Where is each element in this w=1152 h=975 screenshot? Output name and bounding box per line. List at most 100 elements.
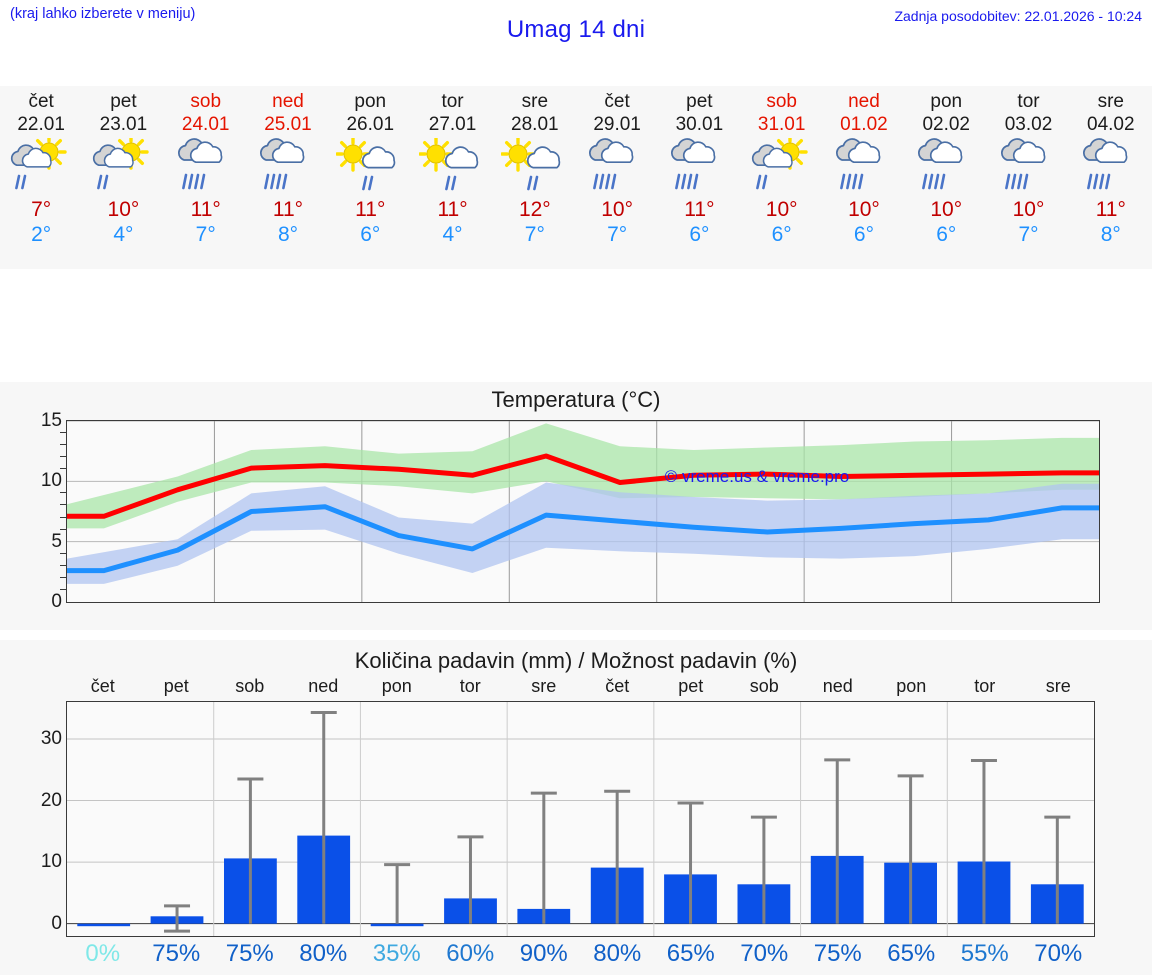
temperature-minor-tick bbox=[60, 504, 66, 506]
temperature-y-tick-label: 0 bbox=[51, 591, 62, 612]
precipitation-probability-label: 60% bbox=[446, 940, 495, 967]
watermark-text: © vreme.us & vreme.pro bbox=[665, 467, 849, 486]
temperature-minor-tick bbox=[60, 516, 66, 518]
day-column: tor 27.01 11° 4° bbox=[411, 86, 493, 269]
day-date-label: 02.02 bbox=[922, 114, 970, 135]
day-column: sob 31.01 10° 6° bbox=[741, 86, 823, 269]
temperature-minor-tick bbox=[60, 468, 66, 470]
min-temperature-label: 6° bbox=[689, 223, 710, 246]
day-of-week-label: sre bbox=[1097, 91, 1124, 112]
day-column: pon 02.02 10° 6° bbox=[905, 86, 987, 269]
precipitation-probability-label: 75% bbox=[813, 940, 862, 967]
precipitation-probability-label: 70% bbox=[740, 940, 789, 967]
day-column: tor 03.02 10° 7° bbox=[987, 86, 1069, 269]
max-temperature-label: 12° bbox=[518, 198, 551, 221]
precipitation-day-label: sob bbox=[235, 676, 265, 696]
precipitation-day-label: sre bbox=[531, 676, 557, 696]
temperature-minor-tick bbox=[60, 528, 66, 530]
min-temperature-label: 7° bbox=[524, 223, 545, 246]
temperature-y-tick-label: 15 bbox=[40, 410, 62, 431]
precipitation-error-bar bbox=[530, 791, 557, 924]
day-column: pet 30.01 11° 6° bbox=[658, 86, 740, 269]
precipitation-y-tick-label: 10 bbox=[40, 851, 62, 873]
max-temperature-label: 10° bbox=[1012, 198, 1045, 221]
temperature-minor-tick bbox=[60, 564, 66, 566]
max-temperature-label: 11° bbox=[272, 198, 304, 221]
day-of-week-label: tor bbox=[1017, 91, 1040, 112]
heavy-rain-cloud-icon bbox=[830, 138, 898, 196]
max-temperature-label: 11° bbox=[355, 198, 386, 221]
min-temperature-label: 6° bbox=[360, 223, 381, 246]
heavy-rain-cloud-icon bbox=[665, 138, 733, 196]
precipitation-error-bar bbox=[750, 815, 777, 924]
precipitation-probability-row: 0% 75% 75% 80% 35% 60% 90% 80% 65% 70% 75% 65% 55% 70… bbox=[66, 940, 1095, 974]
day-column: čet 22.01 7° 2° bbox=[0, 86, 82, 269]
max-temperature-label: 11° bbox=[684, 198, 715, 221]
day-of-week-label: pet bbox=[686, 91, 713, 112]
day-date-label: 31.01 bbox=[757, 114, 806, 135]
precipitation-probability-label: 90% bbox=[519, 940, 568, 967]
day-column: ned 01.02 10° 6° bbox=[823, 86, 905, 269]
day-of-week-label: pet bbox=[110, 91, 137, 112]
section-spacer bbox=[0, 269, 1152, 382]
temperature-line-1 bbox=[67, 504, 1099, 574]
temperature-y-tick-label: 5 bbox=[51, 530, 62, 552]
temperature-minor-tick bbox=[60, 444, 66, 446]
rain-sun-left-cloud-icon bbox=[418, 138, 487, 196]
precipitation-y-tick-label: 20 bbox=[40, 789, 62, 811]
day-of-week-label: sob bbox=[766, 91, 797, 112]
precipitation-probability-label: 35% bbox=[372, 940, 421, 967]
rain-sun-left-cloud-icon bbox=[336, 138, 404, 196]
day-date-label: 29.01 bbox=[593, 114, 641, 135]
temperature-y-tick-label: 10 bbox=[40, 470, 62, 492]
min-temperature-label: 7° bbox=[1018, 223, 1039, 246]
precipitation-day-label: čet bbox=[605, 676, 630, 696]
heavy-rain-cloud-icon bbox=[583, 138, 651, 196]
heavy-rain-cloud-icon bbox=[1077, 138, 1145, 196]
precipitation-day-label: tor bbox=[459, 676, 481, 696]
min-temperature-label: 6° bbox=[936, 223, 957, 246]
day-of-week-label: pon bbox=[354, 91, 387, 112]
precipitation-error-bar bbox=[237, 777, 264, 924]
min-temperature-label: 4° bbox=[442, 223, 463, 246]
day-column: čet 29.01 10° 7° bbox=[576, 86, 658, 269]
temperature-chart-title: Temperatura (°C) bbox=[491, 387, 661, 412]
precipitation-y-tick-label: 30 bbox=[40, 727, 62, 749]
day-column: sre 04.02 11° 8° bbox=[1070, 86, 1152, 269]
precipitation-day-labels: čet pet sob ned pon tor sre čet pet sob ned pon tor s… bbox=[66, 676, 1095, 700]
day-of-week-label: čet bbox=[28, 91, 54, 112]
day-date-label: 25.01 bbox=[264, 114, 312, 135]
temperature-minor-tick bbox=[60, 456, 66, 458]
day-of-week-label: čet bbox=[604, 91, 630, 112]
heavy-rain-cloud-icon bbox=[172, 138, 240, 196]
temperature-minor-tick bbox=[60, 492, 66, 494]
day-of-week-label: ned bbox=[272, 91, 304, 112]
day-date-label: 24.01 bbox=[181, 114, 230, 135]
temperature-plot-area: © vreme.us & vreme.pro bbox=[66, 420, 1100, 603]
min-temperature-label: 2° bbox=[31, 223, 52, 246]
day-date-label: 22.01 bbox=[17, 114, 65, 135]
precipitation-day-label: ned bbox=[822, 676, 853, 696]
precipitation-y-axis: 0 10 20 30 bbox=[18, 701, 62, 937]
max-temperature-label: 10° bbox=[107, 198, 140, 221]
temperature-minor-tick bbox=[60, 432, 66, 434]
precipitation-day-label: pon bbox=[381, 676, 412, 696]
day-column: pet 23.01 10° 4° bbox=[82, 86, 164, 269]
heavy-rain-cloud-icon bbox=[912, 138, 980, 196]
precipitation-error-bar bbox=[677, 801, 704, 924]
rain-sun-left-cloud-icon bbox=[500, 138, 569, 196]
precipitation-error-bar bbox=[1044, 815, 1071, 924]
max-temperature-label: 10° bbox=[601, 198, 633, 221]
day-column: pon 26.01 11° 6° bbox=[329, 86, 411, 269]
precipitation-probability-label: 65% bbox=[666, 940, 715, 967]
precipitation-probability-label: 75% bbox=[225, 940, 274, 967]
temperature-chart-svg: © vreme.us & vreme.pro bbox=[67, 421, 1099, 602]
precipitation-probability-label: 55% bbox=[960, 940, 1009, 967]
rain-sun-behind-cloud-icon bbox=[748, 138, 816, 196]
precipitation-probability-label: 70% bbox=[1034, 940, 1083, 967]
precipitation-error-bar bbox=[897, 774, 924, 924]
temperature-range-band-1 bbox=[67, 482, 1099, 584]
page-title: Umag 14 dni bbox=[506, 16, 646, 43]
temperature-range-band-0 bbox=[67, 423, 1099, 529]
heavy-rain-cloud-icon bbox=[995, 138, 1063, 196]
